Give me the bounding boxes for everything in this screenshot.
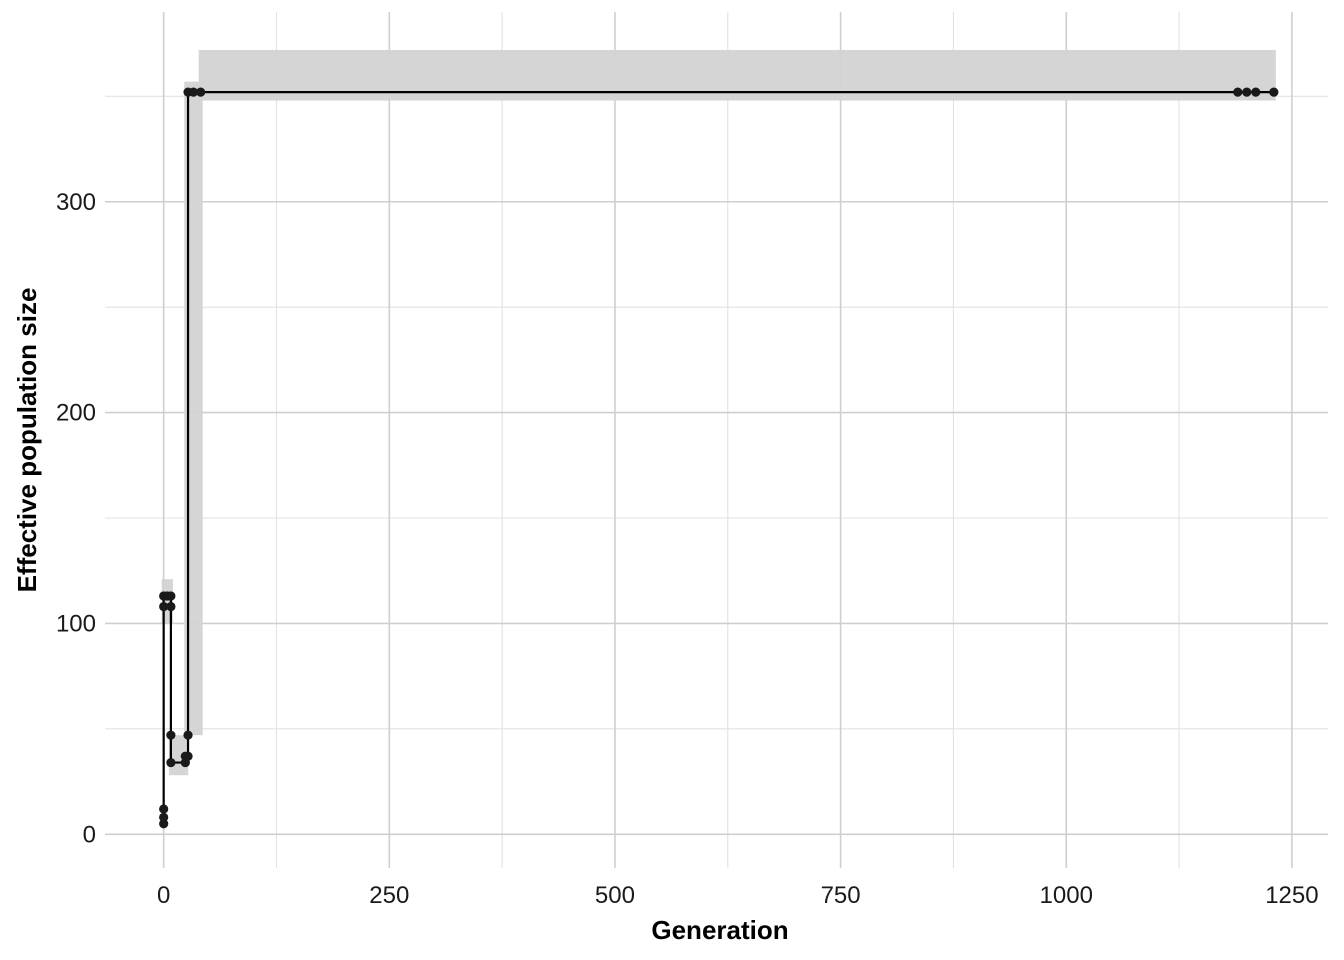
major-gridlines xyxy=(105,12,1328,868)
y-axis-ticks: 0 100 200 300 xyxy=(56,189,96,849)
y-tick-label: 200 xyxy=(56,400,96,427)
y-axis-title: Effective population size xyxy=(12,288,42,593)
x-tick-label: 1000 xyxy=(1040,882,1093,909)
x-tick-label: 1250 xyxy=(1265,882,1318,909)
data-point xyxy=(166,730,176,740)
x-axis-title: Generation xyxy=(651,915,788,945)
data-point xyxy=(1269,87,1279,97)
data-point xyxy=(196,87,206,97)
x-axis-ticks: 0 250 500 750 1000 1250 xyxy=(157,882,1319,909)
data-point xyxy=(183,730,193,740)
data-point xyxy=(159,819,169,829)
x-tick-label: 250 xyxy=(369,882,409,909)
y-tick-label: 100 xyxy=(56,610,96,637)
data-point xyxy=(183,751,193,761)
data-point xyxy=(159,812,169,822)
minor-gridlines xyxy=(105,12,1328,868)
ribbon-segment xyxy=(161,579,173,624)
y-tick-label: 0 xyxy=(83,821,96,848)
data-point xyxy=(159,601,169,612)
data-point xyxy=(188,87,199,97)
series-points xyxy=(159,87,1279,829)
data-point xyxy=(166,591,176,601)
y-tick-label: 300 xyxy=(56,189,96,216)
x-tick-label: 0 xyxy=(157,882,170,909)
x-tick-label: 500 xyxy=(595,882,635,909)
x-tick-label: 750 xyxy=(821,882,861,909)
data-point xyxy=(1242,87,1252,97)
data-point xyxy=(166,601,176,612)
data-point xyxy=(1233,87,1243,97)
data-point xyxy=(1251,87,1261,97)
data-point xyxy=(159,804,169,814)
data-point xyxy=(166,757,176,768)
